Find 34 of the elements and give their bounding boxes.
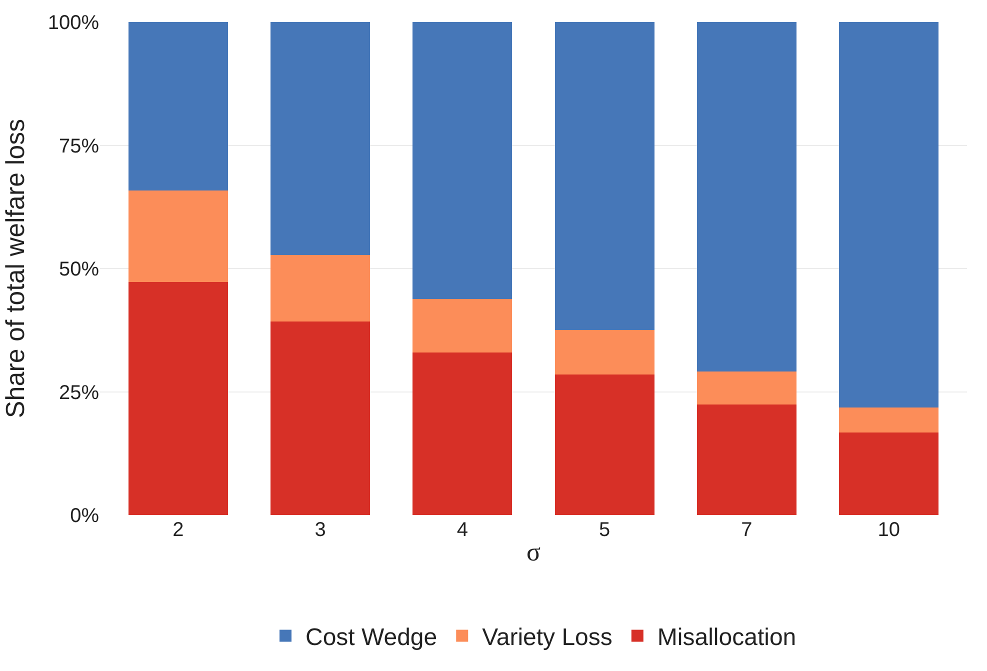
bar	[270, 321, 370, 515]
bar	[839, 432, 939, 515]
legend-label: Cost Wedge	[306, 624, 438, 652]
bar	[412, 299, 512, 352]
bar	[839, 22, 939, 408]
legend-label: Variety Loss	[482, 624, 612, 652]
bar	[128, 22, 228, 191]
bar	[128, 282, 228, 515]
bar	[554, 22, 654, 330]
x-tick-label: 5	[599, 519, 610, 541]
x-tick-label: 2	[172, 519, 184, 541]
x-tick-label: 4	[456, 519, 468, 541]
y-tick-label: 100%	[48, 12, 100, 34]
x-axis-title: σ	[526, 538, 541, 567]
y-tick-label: 0%	[70, 505, 100, 527]
x-tick-label: 7	[741, 519, 752, 541]
bar	[270, 22, 370, 256]
bar	[696, 22, 796, 372]
bar	[270, 255, 370, 322]
bar	[554, 330, 654, 374]
bar	[554, 374, 654, 515]
legend-label: Misallocation	[657, 624, 796, 652]
bar	[839, 408, 939, 433]
bar	[412, 22, 512, 300]
bar	[128, 190, 228, 282]
bar	[412, 352, 512, 515]
y-axis-title: Share of total welfare loss	[0, 118, 30, 418]
y-tick-label: 75%	[58, 135, 100, 158]
x-tick-label: 10	[878, 519, 900, 541]
x-tick-label: 3	[314, 519, 326, 541]
bar	[696, 372, 796, 405]
y-tick-label: 50%	[58, 258, 100, 280]
y-tick-label: 25%	[58, 382, 100, 404]
bar	[696, 404, 796, 515]
